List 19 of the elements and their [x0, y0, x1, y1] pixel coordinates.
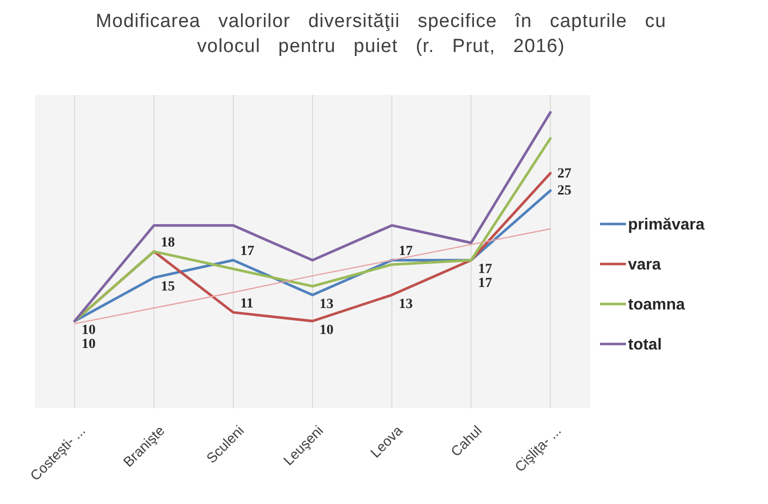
data-label: 10 — [320, 323, 334, 338]
data-label: 27 — [557, 166, 572, 182]
legend-label: toamna — [628, 296, 685, 314]
data-label: 11 — [240, 296, 254, 312]
data-label: 17 — [398, 244, 413, 260]
data-label: 10 — [82, 323, 96, 338]
legend-label: vara — [628, 256, 662, 274]
data-label: 10 — [82, 337, 96, 352]
data-label: 17 — [478, 262, 492, 278]
data-label: 17 — [478, 276, 492, 292]
data-label: 18 — [160, 236, 175, 250]
chart-title: Modificarea valorilor diversităţii specifice în capturile cu volocul pentru puiet (r. Prut, 2016) — [96, 11, 666, 57]
data-label: 13 — [320, 296, 334, 312]
legend-label: primăvara — [628, 216, 705, 234]
data-label: 15 — [160, 280, 175, 295]
data-label: 25 — [557, 184, 572, 199]
legend-label: total — [628, 336, 662, 354]
data-label: 13 — [398, 296, 413, 312]
data-label: 17 — [240, 244, 254, 260]
